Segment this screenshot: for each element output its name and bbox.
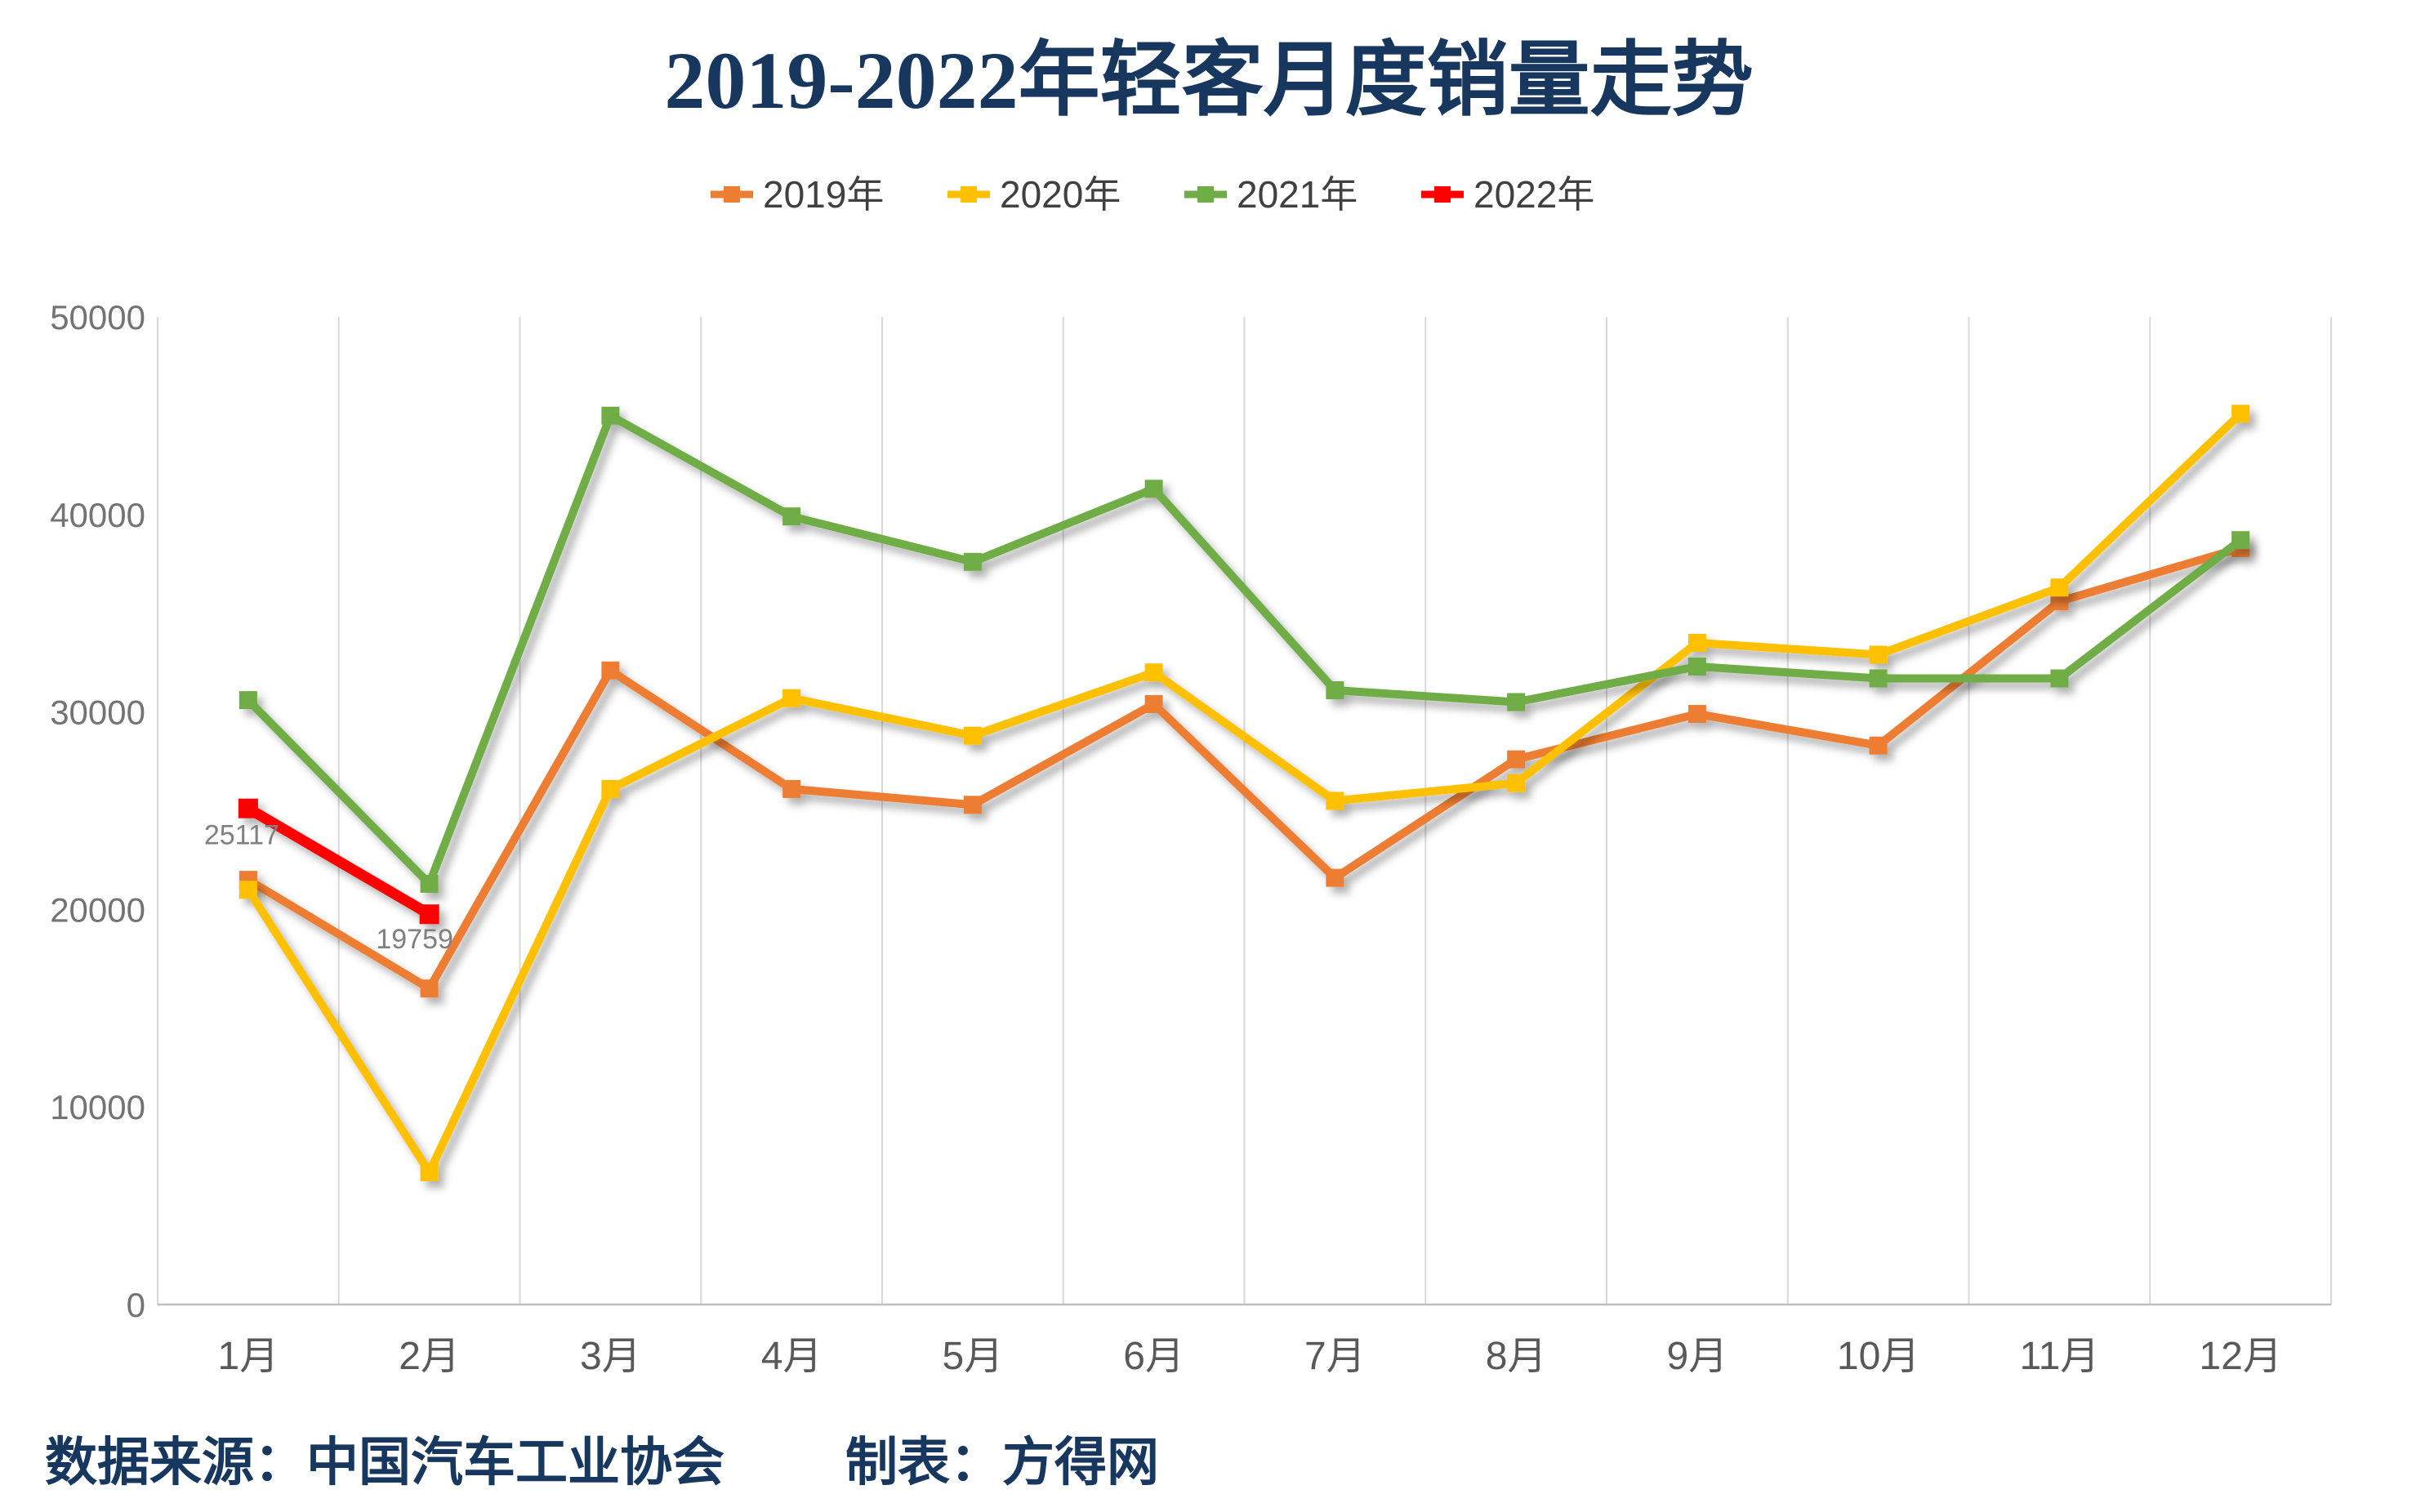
x-tick-label: 11月 (2019, 1335, 2099, 1378)
y-axis-labels: 0 10000 20000 30000 40000 50000 (50, 298, 145, 1324)
data-point-marker (2050, 592, 2069, 611)
data-point-marker (1326, 792, 1344, 810)
chart-footer: 数据来源：中国汽车工业协会 制表：方得网 (45, 1434, 1159, 1492)
point-data-label: 25117 (204, 820, 279, 851)
data-point-marker (1144, 663, 1163, 682)
series-line-2021年 (245, 411, 2244, 888)
series-line-2020年 (244, 410, 2244, 1176)
chart-title: 2019-2022年轻客月度销量走势 (664, 35, 1753, 126)
data-point-marker (1869, 645, 1888, 664)
x-tick-label: 1月 (218, 1335, 279, 1378)
legend-marker-icon (1434, 186, 1451, 203)
series-line-2022年 (245, 804, 432, 919)
chart-legend: 2019年 2020年 2021年 2022年 (711, 173, 1594, 216)
plot-area: 0 10000 20000 30000 40000 50000 1月 2月 3月 4月 5月 6月 7… (50, 298, 2332, 1378)
legend-label: 2021年 (1237, 173, 1358, 216)
footer-source: 数据来源：中国汽车工业协会 (45, 1434, 724, 1492)
data-point-marker (963, 796, 982, 814)
data-point-marker (419, 904, 439, 925)
y-tick-label: 30000 (50, 694, 145, 732)
data-point-marker (2050, 669, 2069, 688)
y-tick-label: 50000 (50, 298, 145, 337)
legend-item-2020年[interactable]: 2020年 (947, 173, 1121, 216)
data-point-marker (963, 552, 982, 571)
data-point-marker (1688, 633, 1706, 652)
data-point-marker (1869, 669, 1888, 688)
legend-label: 2019年 (763, 173, 884, 216)
data-point-marker (239, 881, 257, 899)
data-point-marker (2231, 531, 2250, 550)
data-point-marker (2050, 578, 2069, 597)
x-tick-label: 8月 (1486, 1335, 1547, 1378)
data-point-marker (1507, 774, 1526, 792)
x-tick-label: 6月 (1123, 1335, 1184, 1378)
y-tick-label: 40000 (50, 496, 145, 534)
point-data-label: 19759 (376, 924, 453, 955)
data-point-marker (601, 661, 620, 680)
data-point-marker (1507, 693, 1526, 711)
legend-label: 2022年 (1474, 173, 1594, 216)
x-tick-label: 5月 (943, 1335, 1004, 1378)
legend-marker-icon (961, 186, 977, 203)
data-point-marker (963, 726, 982, 745)
data-point-marker (420, 874, 439, 893)
data-point-marker (1326, 868, 1344, 887)
data-point-marker (238, 798, 258, 818)
data-point-marker (1507, 750, 1526, 769)
data-point-marker (601, 779, 620, 798)
legend-label: 2020年 (1000, 173, 1121, 216)
x-tick-label: 10月 (1837, 1335, 1919, 1378)
data-labels: 25117 19759 (204, 820, 453, 956)
data-point-marker (1688, 657, 1706, 676)
x-tick-label: 4月 (761, 1335, 823, 1378)
data-point-marker (782, 779, 801, 798)
data-point-marker (420, 979, 439, 998)
data-point-marker (601, 406, 620, 425)
data-point-marker (239, 691, 257, 710)
y-tick-label: 20000 (50, 890, 145, 929)
x-axis-labels: 1月 2月 3月 4月 5月 6月 7月 8月 9月 10月 11月 12月 (218, 1335, 2282, 1378)
data-point-marker (1144, 479, 1163, 498)
y-tick-label: 10000 (50, 1088, 145, 1126)
data-point-marker (1869, 736, 1888, 755)
data-point-marker (1326, 681, 1344, 700)
y-tick-label: 0 (127, 1286, 145, 1324)
series-2020年 (239, 404, 2250, 1181)
axes (157, 317, 2331, 1306)
series-line-2019年 (246, 544, 2242, 993)
legend-marker-icon (724, 186, 740, 203)
legend-item-2019年[interactable]: 2019年 (711, 173, 884, 216)
legend-item-2021年[interactable]: 2021年 (1184, 173, 1358, 216)
x-tick-label: 12月 (2199, 1335, 2281, 1378)
data-point-marker (1144, 694, 1163, 713)
x-tick-label: 7月 (1304, 1335, 1366, 1378)
series-2021年 (239, 406, 2250, 893)
x-tick-label: 9月 (1667, 1335, 1728, 1378)
data-point-marker (782, 689, 801, 707)
data-point-marker (2231, 404, 2250, 423)
series-lines (238, 404, 2250, 1181)
legend-item-2022年[interactable]: 2022年 (1421, 173, 1594, 216)
x-tick-label: 3月 (580, 1335, 641, 1378)
legend-marker-icon (1197, 186, 1214, 203)
data-point-marker (1688, 705, 1706, 724)
footer-maker: 制表：方得网 (845, 1434, 1159, 1492)
series-2022年 (238, 798, 439, 925)
data-point-marker (420, 1162, 439, 1181)
data-point-marker (782, 507, 801, 526)
x-tick-label: 2月 (399, 1335, 460, 1378)
gridlines (337, 317, 2332, 1305)
